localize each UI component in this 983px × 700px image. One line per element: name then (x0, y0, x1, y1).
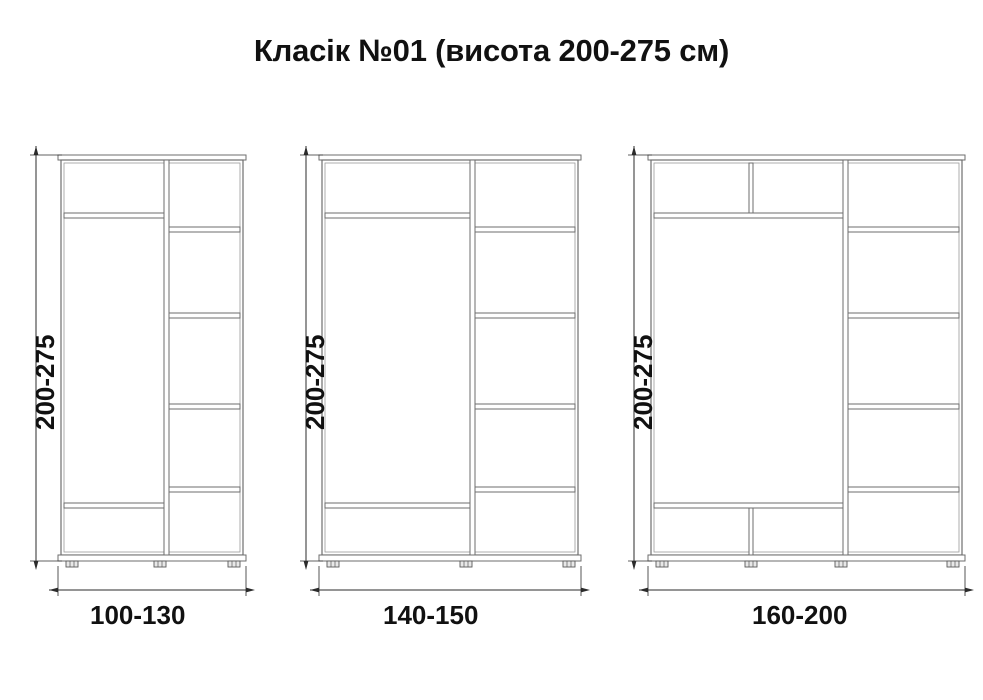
cabinet-1-carcass (60, 159, 244, 556)
foot (744, 560, 758, 568)
cabinet-3-width-label: 160-200 (752, 600, 848, 630)
cabinet-3-left-top-shelf (653, 212, 844, 219)
foot (834, 560, 848, 568)
cabinet-1-width-label: 100-130 (90, 600, 186, 630)
cabinet-1-height-label: 200-275 (30, 334, 60, 430)
cabinet-1-right-shelves (168, 226, 241, 493)
cabinet-3 (628, 146, 974, 596)
cabinet-1-feet (65, 560, 241, 568)
cabinet-2-left-top-shelf (324, 212, 471, 219)
foot (655, 560, 669, 568)
cabinet-3-feet (655, 560, 960, 568)
cabinet-2-width-label: 140-150 (383, 600, 479, 630)
cabinet-2-width-dimension (310, 566, 590, 596)
cabinet-1-top-board (57, 154, 247, 161)
cabinet-1-left-bottom-shelf (63, 502, 165, 509)
cabinet-3-width-dimension (639, 566, 974, 596)
cabinet-1-height-dimension (30, 146, 62, 570)
cabinet-2-height-label: 200-275 (300, 334, 330, 430)
cabinet-2-carcass (321, 159, 579, 556)
cabinet-1-width-dimension (49, 566, 255, 596)
cabinet-1-bottom-board (57, 554, 247, 562)
cabinet-3-top-board (647, 154, 966, 161)
foot (153, 560, 167, 568)
cabinet-1-center-divider (163, 159, 170, 556)
foot (459, 560, 473, 568)
cabinet-2-bottom-board (318, 554, 582, 562)
foot (227, 560, 241, 568)
foot (562, 560, 576, 568)
cabinet-3-right-shelves (847, 226, 960, 493)
cabinet-2-right-shelves (474, 226, 576, 493)
cabinet-2-center-divider (469, 159, 476, 556)
cabinet-3-left-bottom-shelf (653, 502, 844, 509)
foot (326, 560, 340, 568)
cabinet-3-center-divider (842, 159, 849, 556)
page-title: Класік №01 (висота 200-275 см) (253, 33, 730, 68)
cabinet-3-height-label: 200-275 (628, 334, 658, 430)
cabinet-3-top-divider (748, 162, 754, 214)
cabinet-2-feet (326, 560, 576, 568)
cabinet-3-carcass (650, 159, 963, 556)
foot (946, 560, 960, 568)
cabinet-2-height-dimension (300, 146, 323, 570)
cabinet-2-top-board (318, 154, 582, 161)
cabinet-1-left-top-shelf (63, 212, 165, 219)
cabinet-2-left-bottom-shelf (324, 502, 471, 509)
cabinet-3-height-dimension (628, 146, 652, 570)
cabinet-2 (300, 146, 590, 596)
cabinet-3-bottom-divider (748, 507, 754, 556)
foot (65, 560, 79, 568)
cabinet-1 (30, 146, 255, 596)
cabinet-3-bottom-board (647, 554, 966, 562)
